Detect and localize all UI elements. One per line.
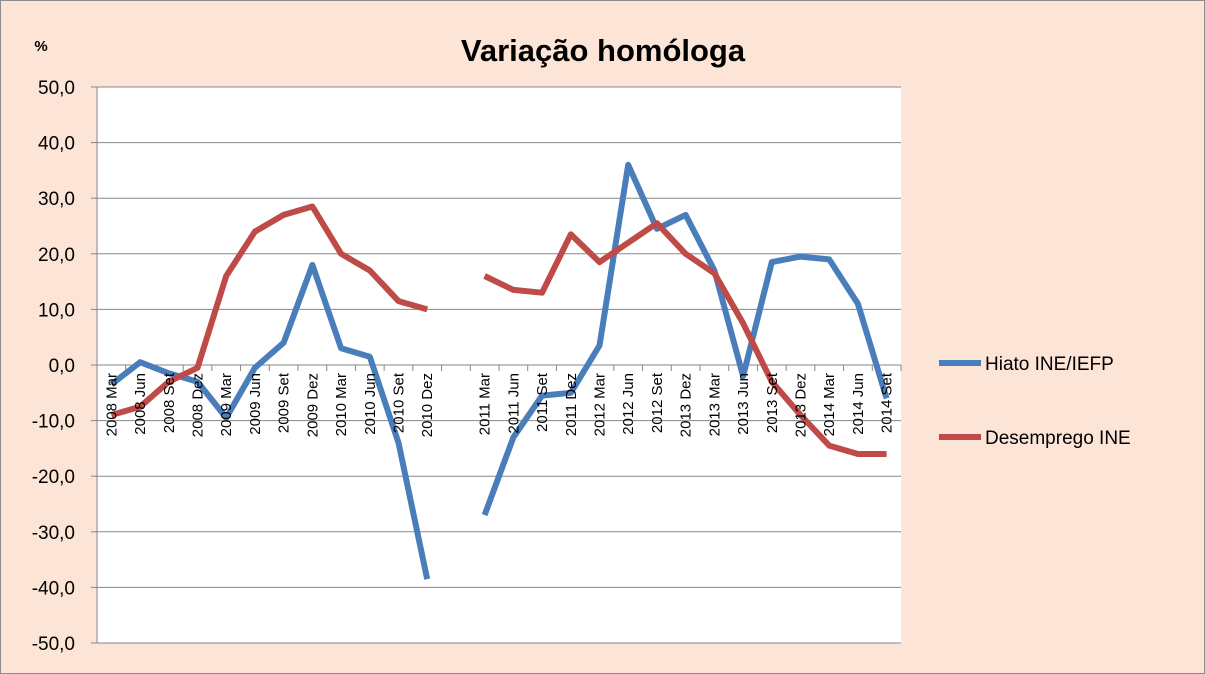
x-tick-label: 2012 Mar: [592, 373, 609, 436]
y-tick-label: 40,0: [38, 134, 75, 155]
x-tick-label: 2008 Jun: [132, 373, 149, 435]
x-tick-label: 2011 Set: [534, 372, 551, 432]
x-tick-label: 2009 Jun: [247, 373, 264, 435]
x-axis: 2008 Mar 2008 Jun 2008 Set 2008 Dez 2009 Mar…: [103, 372, 895, 437]
x-tick-label: 2010 Mar: [333, 373, 350, 436]
y-axis-unit: %: [34, 38, 47, 55]
x-tick-label: 2008 Mar: [103, 373, 120, 436]
series-lines: [109, 161, 890, 580]
y-tick-label: 10,0: [38, 300, 75, 321]
y-tick-label: 30,0: [38, 189, 75, 210]
x-tick-label: 2014 Mar: [821, 373, 838, 436]
series-line: [109, 161, 890, 580]
x-tick-label: 2010 Dez: [419, 373, 436, 437]
x-tick-label: 2013 Dez: [678, 373, 695, 437]
x-tick-label: 2008 Dez: [190, 373, 207, 437]
x-tick-label: 2011 Jun: [505, 373, 522, 434]
legend: Hiato INE/IEFP Desemprego INE: [939, 354, 1131, 449]
x-tick-label: 2013 Dez: [793, 373, 810, 437]
x-tick-label: 2014 Jun: [850, 373, 867, 435]
x-tick-label: 2013 Set: [764, 372, 781, 433]
legend-label: Desemprego INE: [985, 428, 1131, 449]
x-tick-label: 2012 Set: [649, 372, 666, 433]
chart-title: Variação homóloga: [461, 33, 746, 68]
y-tick-label: 50,0: [38, 78, 75, 99]
x-tick-label: 2013 Mar: [706, 373, 723, 436]
series-line: [110, 203, 887, 457]
y-tick-label: -20,0: [32, 467, 75, 488]
y-tick-label: 20,0: [38, 245, 75, 266]
x-tick-label: 2010 Jun: [362, 373, 379, 435]
x-tick-label: 2010 Set: [391, 372, 408, 433]
x-tick-label: 2011 Dez: [563, 373, 580, 436]
y-axis: 50,0 40,0 30,0 20,0 10,0 0,0 -10,0 -20,0 -30,0 -4…: [32, 78, 75, 655]
x-tick-label: 2008 Set: [161, 372, 178, 433]
y-tick-label: -30,0: [32, 523, 75, 544]
x-tick-label: 2009 Set: [276, 372, 293, 433]
y-tick-label: 0,0: [49, 356, 75, 377]
y-tick-label: -50,0: [32, 634, 75, 655]
x-tick-label: 2011 Mar: [477, 373, 494, 435]
y-tick-label: -10,0: [32, 412, 75, 433]
x-tick-label: 2012 Jun: [620, 373, 637, 435]
legend-label: Hiato INE/IEFP: [985, 354, 1114, 375]
x-tick-label: 2014 Set: [879, 372, 896, 433]
x-tick-label: 2009 Mar: [218, 373, 235, 436]
y-tick-label: -40,0: [32, 578, 75, 599]
x-tick-label: 2009 Dez: [304, 373, 321, 437]
x-tick-label: 2013 Jun: [735, 373, 752, 435]
